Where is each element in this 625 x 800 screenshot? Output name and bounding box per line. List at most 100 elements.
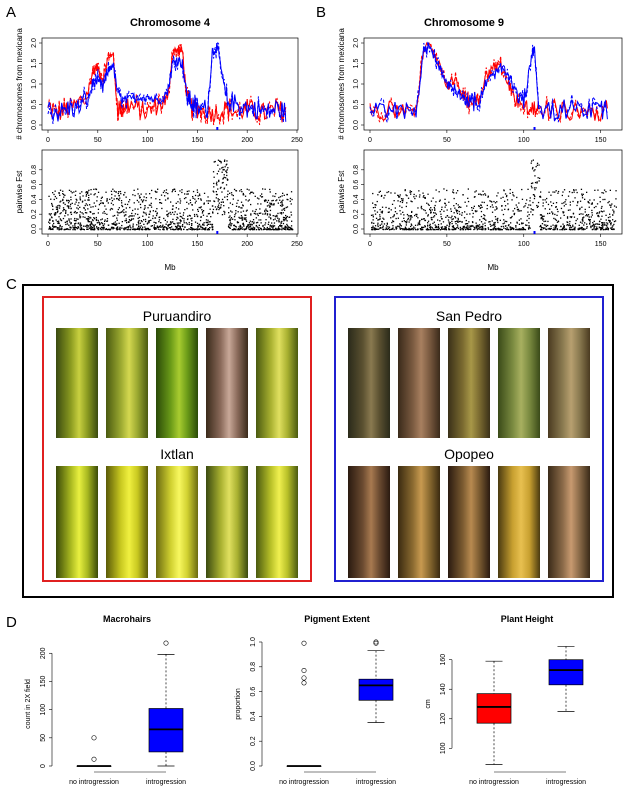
- fst-point: [457, 190, 459, 192]
- fst-point: [506, 194, 508, 197]
- fst-point: [410, 200, 412, 202]
- fst-point: [133, 228, 135, 230]
- fst-point: [64, 221, 66, 223]
- fst-point: [174, 188, 176, 190]
- fst-point: [406, 202, 408, 204]
- fst-point: [380, 211, 382, 213]
- fst-point: [217, 188, 219, 190]
- fst-point: [411, 216, 413, 218]
- fst-point: [375, 204, 377, 206]
- fst-point: [269, 191, 271, 193]
- fst-point: [374, 227, 376, 229]
- fst-point: [411, 227, 413, 230]
- fst-point: [139, 228, 141, 230]
- fst-point: [58, 207, 61, 209]
- fst-point: [212, 226, 214, 228]
- fst-point: [227, 225, 230, 228]
- fst-point: [467, 225, 469, 227]
- fst-point: [416, 213, 418, 216]
- fst-point: [228, 216, 230, 219]
- fst-point: [513, 195, 515, 197]
- fst-point: [68, 200, 70, 202]
- fst-point: [128, 221, 130, 223]
- fst-point: [266, 226, 268, 229]
- fst-point: [93, 194, 95, 196]
- fst-point: [603, 228, 605, 231]
- fst-point: [552, 202, 555, 204]
- fst-point: [68, 219, 70, 221]
- fst-point: [280, 221, 282, 223]
- fst-point: [560, 207, 563, 210]
- fst-point: [75, 227, 77, 229]
- fst-point: [103, 227, 105, 229]
- fst-point: [272, 204, 274, 206]
- fst-point: [124, 220, 126, 222]
- fst-point: [180, 220, 182, 222]
- fst-point: [58, 220, 60, 222]
- fst-point: [474, 191, 476, 193]
- fst-point: [58, 192, 60, 195]
- fst-point: [55, 219, 57, 221]
- fst-point: [565, 228, 567, 230]
- fst-point: [106, 198, 108, 200]
- fst-point: [468, 221, 470, 223]
- fst-point: [483, 217, 485, 219]
- fst-point: [601, 223, 604, 225]
- fst-point: [112, 223, 114, 225]
- fst-point: [488, 221, 490, 223]
- fst-point: [399, 205, 401, 207]
- fst-point: [217, 164, 219, 166]
- fst-point: [440, 213, 442, 215]
- fst-point: [205, 229, 207, 231]
- fst-point: [499, 228, 502, 231]
- fst-point: [237, 211, 239, 213]
- fst-point: [528, 217, 530, 220]
- fst-point: [55, 213, 57, 215]
- fst-point: [79, 223, 81, 226]
- fst-point: [433, 215, 436, 217]
- fst-point: [76, 207, 78, 209]
- fst-point: [581, 197, 584, 199]
- fst-point: [108, 224, 110, 226]
- fst-point: [154, 228, 156, 230]
- fst-point: [567, 223, 569, 226]
- fst-point: [404, 189, 406, 191]
- fst-point: [260, 203, 262, 205]
- fst-point: [456, 211, 458, 213]
- fst-point: [49, 219, 51, 221]
- stem-photo: [348, 328, 390, 438]
- fst-point: [104, 212, 106, 215]
- fst-point: [157, 188, 159, 190]
- fst-point: [202, 214, 205, 216]
- fst-point: [395, 217, 397, 220]
- fst-point: [487, 196, 489, 198]
- fst-point: [255, 229, 258, 231]
- fst-point: [57, 227, 59, 229]
- fst-point: [70, 226, 72, 228]
- fst-point: [226, 199, 229, 201]
- fst-point: [256, 226, 259, 228]
- fst-point: [411, 201, 413, 203]
- fst-point: [279, 196, 282, 198]
- y-tick-label: 140: [440, 683, 447, 695]
- fst-point: [257, 203, 259, 205]
- fst-point: [591, 209, 593, 212]
- fst-point: [475, 211, 477, 213]
- fst-point: [224, 159, 226, 161]
- fst-point: [136, 224, 138, 226]
- fst-point: [124, 191, 126, 194]
- fst-point: [169, 211, 171, 214]
- fst-point: [252, 210, 254, 212]
- fst-point: [591, 202, 593, 204]
- fst-point: [583, 229, 585, 231]
- fst-point: [147, 207, 149, 209]
- fst-point: [445, 228, 447, 231]
- fst-point: [208, 200, 210, 202]
- fst-point: [59, 194, 61, 196]
- fst-point: [165, 192, 167, 194]
- fst-point: [255, 225, 257, 227]
- fst-point: [162, 228, 164, 231]
- fst-point: [149, 210, 151, 212]
- fst-point: [123, 215, 126, 217]
- fst-point: [209, 227, 211, 229]
